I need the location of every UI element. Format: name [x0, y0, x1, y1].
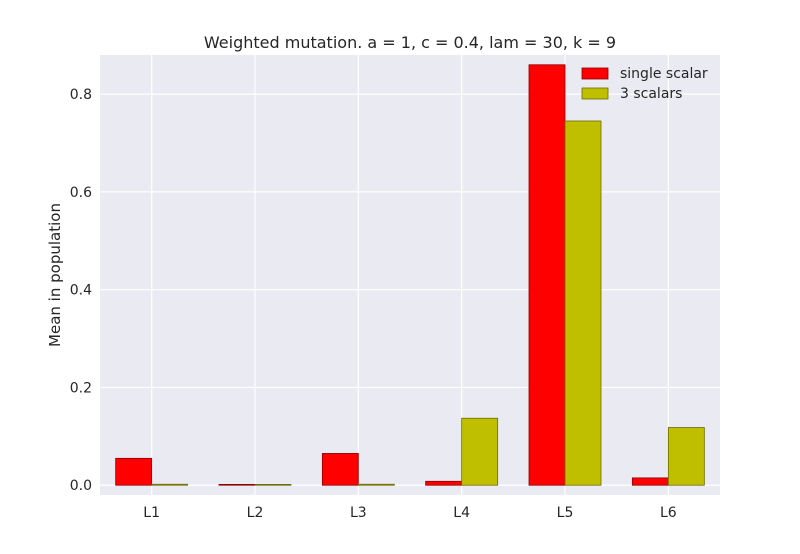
bar-single-scalar-l3 [321, 453, 359, 486]
legend-swatch [581, 87, 609, 100]
y-tick-label: 0.2 [70, 380, 92, 396]
y-axis-label: Mean in population [46, 203, 64, 347]
bar-single-scalar-l2 [218, 484, 256, 486]
legend: single scalar 3 scalars [581, 66, 708, 102]
x-tick-label: L3 [350, 505, 367, 521]
x-tick-label: L5 [557, 505, 574, 521]
plot-area [100, 55, 720, 495]
legend-label: single scalar [620, 66, 708, 82]
chart-title: Weighted mutation. a = 1, c = 0.4, lam =… [204, 33, 616, 52]
y-axis-ticks: 0.0 0.2 0.4 0.6 0.8 [70, 87, 92, 494]
y-tick-label: 0.8 [70, 87, 92, 103]
x-tick-label: L4 [453, 505, 470, 521]
x-axis-ticks: L1 L2 L3 L4 L5 L6 [143, 505, 676, 521]
y-tick-label: 0.4 [70, 283, 92, 299]
bar-3-scalars-l4 [461, 417, 499, 486]
bar-single-scalar-l6 [631, 477, 669, 486]
bar-single-scalar-l5 [528, 64, 566, 486]
bar-3-scalars-l3 [357, 483, 395, 486]
x-tick-label: L6 [660, 505, 677, 521]
bars [115, 64, 705, 486]
x-tick-label: L2 [247, 505, 264, 521]
legend-label: 3 scalars [620, 86, 682, 102]
bar-single-scalar-l4 [425, 480, 463, 486]
bar-3-scalars-l1 [151, 483, 189, 486]
legend-swatch [581, 67, 609, 80]
x-tick-label: L1 [143, 505, 160, 521]
bar-3-scalars-l6 [667, 427, 705, 486]
y-tick-label: 0.0 [70, 478, 92, 494]
bar-single-scalar-l1 [115, 457, 153, 486]
bar-3-scalars-l2 [254, 484, 292, 486]
bar-3-scalars-l5 [564, 120, 602, 486]
y-tick-label: 0.6 [70, 185, 92, 201]
